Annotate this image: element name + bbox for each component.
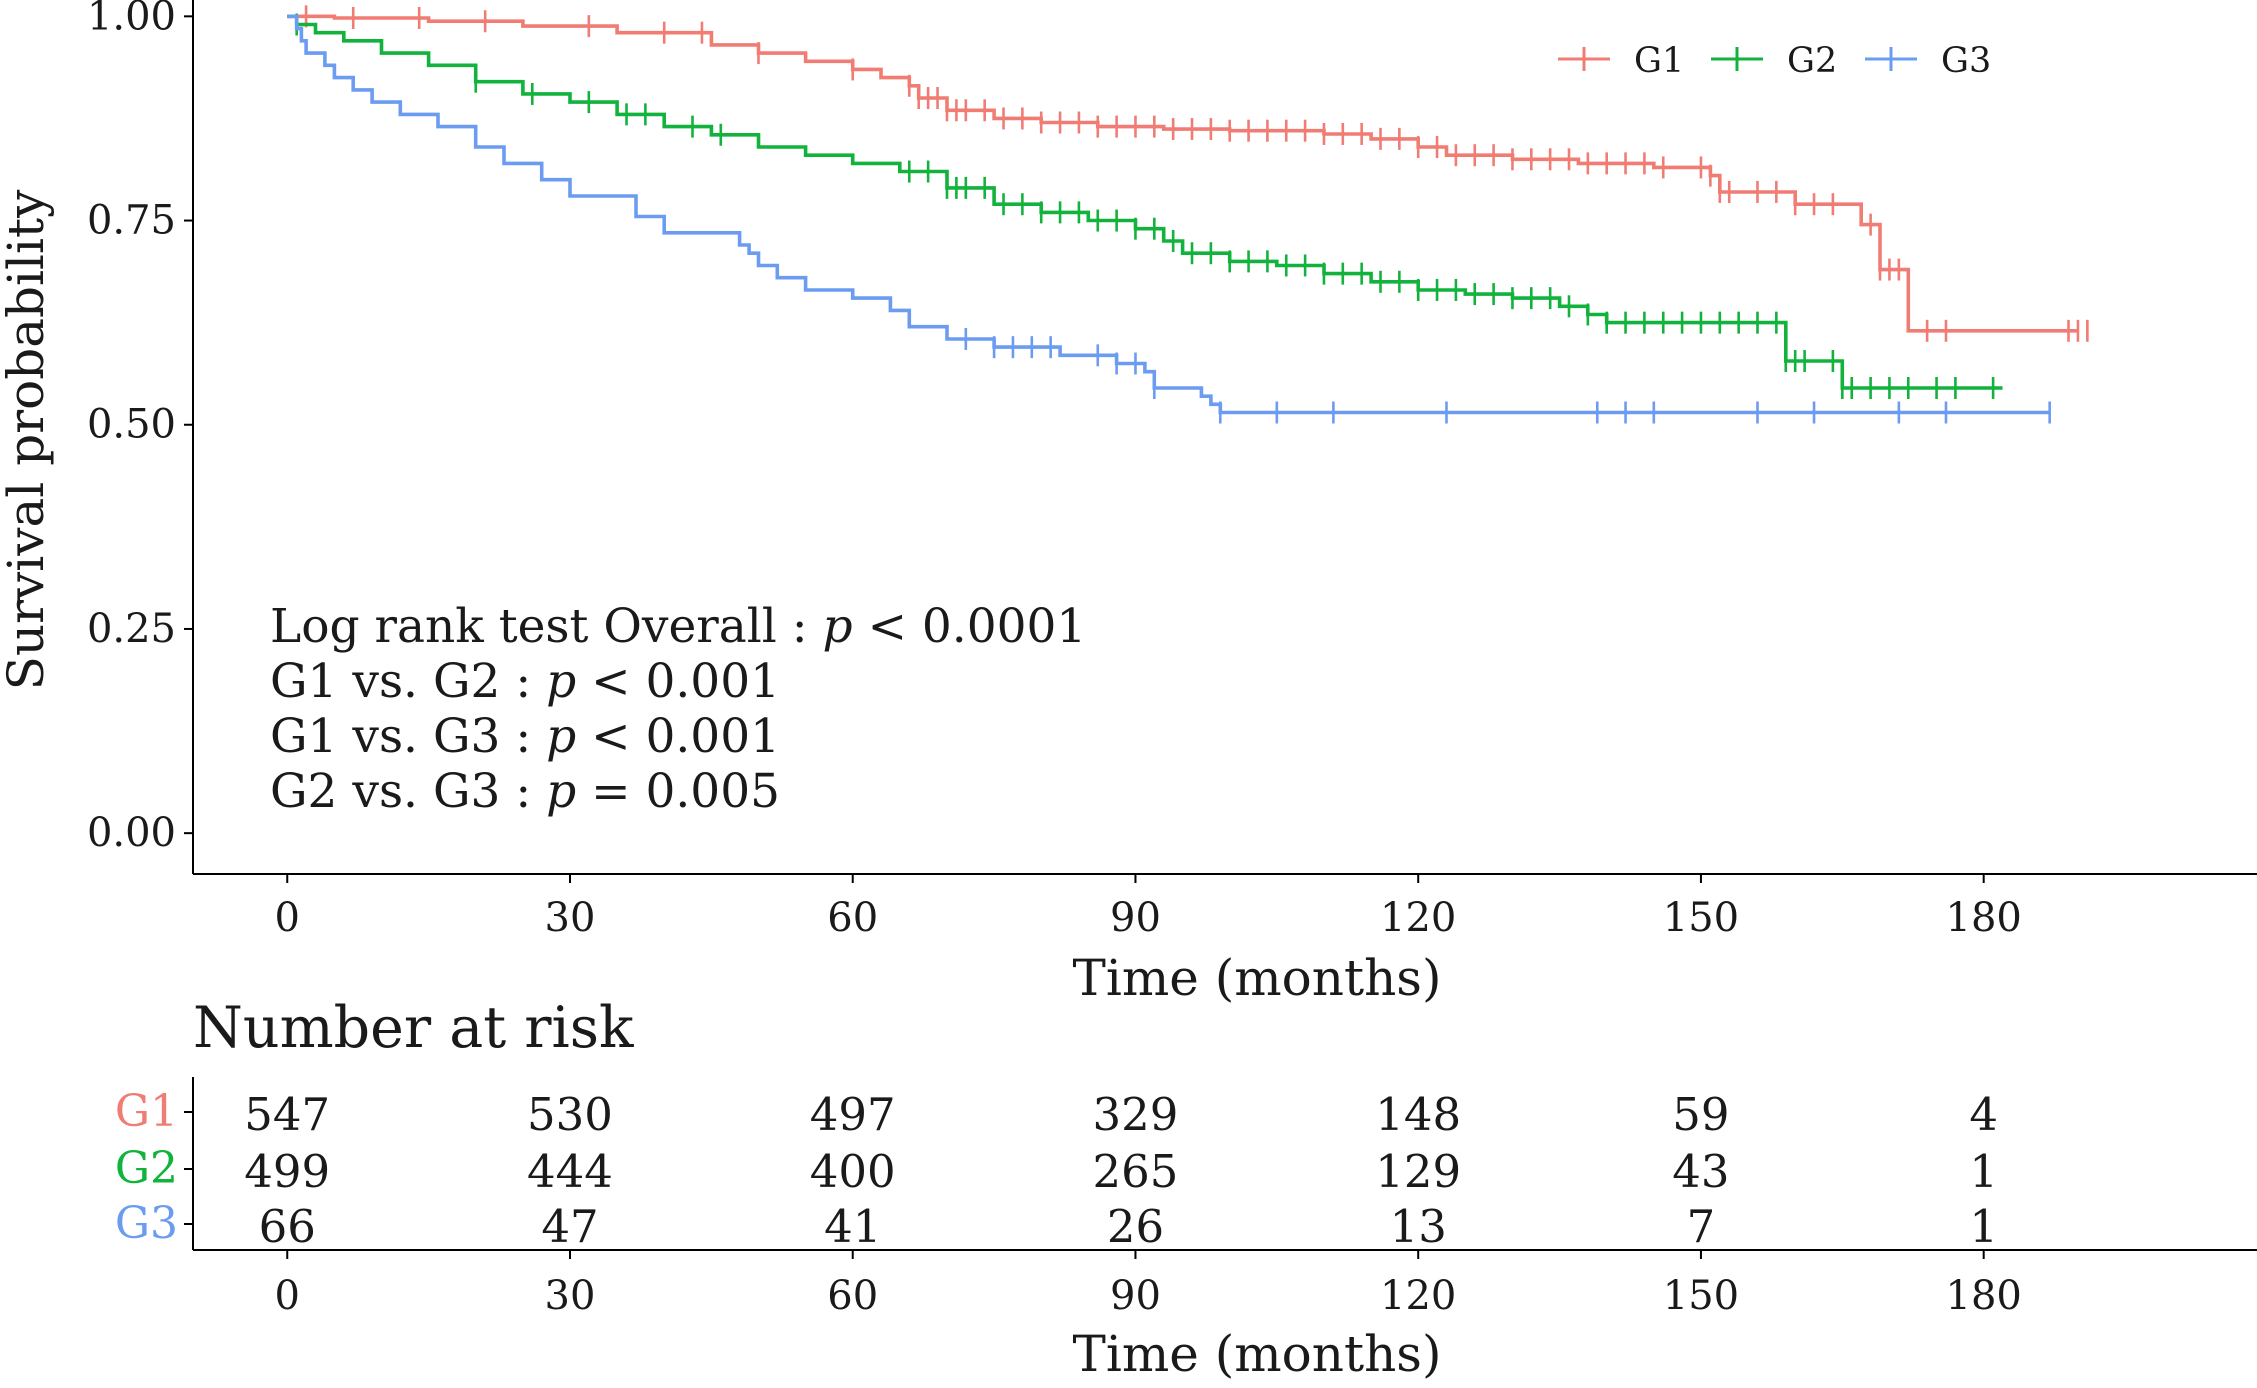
survival-curve-g2 [287, 14, 2003, 390]
legend-label-g2: G2 [1787, 41, 1837, 81]
risk-label-g1: G1 [115, 1086, 178, 1137]
annotation-overall-p: p [823, 599, 853, 654]
censor-marks-g3 [964, 327, 2051, 424]
censor-marks-g2 [295, 13, 1995, 399]
legend-label-g1: G1 [1634, 41, 1684, 81]
x-axis-ticks: 0 30 60 90 120 150 180 [275, 874, 2022, 941]
annotation-g1-vs-g2: G1 vs. G2 : p < 0.001 [270, 654, 780, 709]
x-tick-label: 120 [1380, 895, 1456, 941]
risk-value-g1: 4 [1969, 1088, 1998, 1141]
annotation-g2-vs-g3-p: p [546, 764, 576, 819]
legend-item-g2: G2 [1711, 41, 1837, 81]
annotation-overall-value: < 0.0001 [853, 599, 1087, 654]
annotation-g1-vs-g3-prefix: G1 vs. G3 : [270, 709, 546, 764]
y-tick-label: 0.75 [87, 198, 176, 244]
annotation-overall-prefix: Log rank test Overall : [270, 599, 823, 654]
risk-value-g2: 499 [244, 1145, 330, 1198]
risk-value-g3: 47 [541, 1200, 598, 1253]
risk-value-g3: 1 [1969, 1200, 1998, 1253]
risk-value-g1: 497 [810, 1088, 896, 1141]
risk-value-g2: 444 [527, 1145, 613, 1198]
x-tick-label: 60 [827, 895, 878, 941]
risk-x-tick-label: 150 [1663, 1273, 1739, 1319]
annotation-g1-vs-g3-value: < 0.001 [576, 709, 780, 764]
legend-item-g1: G1 [1558, 41, 1684, 81]
risk-x-axis-title: Time (months) [1073, 1325, 1442, 1383]
risk-value-g1: 530 [527, 1088, 613, 1141]
annotation-overall: Log rank test Overall : p < 0.0001 [270, 599, 1086, 654]
legend: G1 G2 G3 [1558, 41, 1991, 81]
risk-value-g1: 59 [1672, 1088, 1729, 1141]
risk-value-g3: 13 [1390, 1200, 1447, 1253]
plot-panel: Survival probability 0.00 0.25 0.50 0.75 1.0… [0, 0, 2257, 1007]
risk-value-g1: 148 [1375, 1088, 1461, 1141]
annotation-g1-vs-g3-p: p [546, 709, 576, 764]
x-tick-label: 150 [1663, 895, 1739, 941]
x-tick-label: 30 [545, 895, 596, 941]
legend-label-g3: G3 [1941, 41, 1991, 81]
risk-value-g3: 66 [259, 1200, 316, 1253]
risk-x-tick-label: 30 [545, 1273, 596, 1319]
x-tick-label: 0 [275, 895, 300, 941]
risk-value-g2: 43 [1672, 1145, 1729, 1198]
risk-x-tick-label: 180 [1946, 1273, 2022, 1319]
annotation-g1-vs-g2-p: p [546, 654, 576, 709]
survival-curves [287, 5, 2089, 424]
legend-item-g3: G3 [1865, 41, 1991, 81]
y-axis-title: Survival probability [0, 189, 55, 690]
risk-values: 547 530 497 329 148 59 4 499 444 400 265 129 43 1 66 47… [244, 1088, 1998, 1253]
risk-value-g2: 400 [810, 1145, 896, 1198]
risk-value-g2: 1 [1969, 1145, 1998, 1198]
risk-value-g1: 547 [244, 1088, 330, 1141]
risk-value-g1: 329 [1093, 1088, 1179, 1141]
risk-value-g3: 26 [1107, 1200, 1164, 1253]
survival-curve-g3 [287, 14, 2050, 415]
y-tick-label: 0.25 [87, 606, 176, 652]
risk-value-g3: 7 [1687, 1200, 1716, 1253]
risk-table-title: Number at risk [193, 995, 634, 1061]
y-tick-label: 0.00 [87, 810, 176, 856]
risk-value-g2: 129 [1375, 1145, 1461, 1198]
x-tick-label: 180 [1946, 895, 2022, 941]
risk-value-g3: 41 [824, 1200, 881, 1253]
risk-x-tick-label: 0 [275, 1273, 300, 1319]
risk-x-tick-label: 120 [1380, 1273, 1456, 1319]
y-axis-ticks: 0.00 0.25 0.50 0.75 1.00 [87, 0, 193, 856]
x-axis-title: Time (months) [1073, 949, 1442, 1007]
annotation-g2-vs-g3-value: = 0.005 [576, 764, 780, 819]
x-tick-label: 90 [1110, 895, 1161, 941]
risk-value-g2: 265 [1093, 1145, 1179, 1198]
y-tick-label: 1.00 [87, 0, 176, 39]
annotation-g1-vs-g3: G1 vs. G3 : p < 0.001 [270, 709, 780, 764]
risk-x-axis-ticks: 0 30 60 90 120 150 180 [275, 1250, 2022, 1319]
log-rank-annotation: Log rank test Overall : p < 0.0001 G1 vs… [270, 599, 1086, 819]
y-tick-label: 0.50 [87, 402, 176, 448]
risk-label-g3: G3 [115, 1198, 178, 1249]
annotation-g2-vs-g3-prefix: G2 vs. G3 : [270, 764, 546, 819]
risk-x-tick-label: 90 [1110, 1273, 1161, 1319]
annotation-g2-vs-g3: G2 vs. G3 : p = 0.005 [270, 764, 780, 819]
risk-x-tick-label: 60 [827, 1273, 878, 1319]
annotation-g1-vs-g2-prefix: G1 vs. G2 : [270, 654, 546, 709]
risk-label-g2: G2 [115, 1143, 178, 1194]
annotation-g1-vs-g2-value: < 0.001 [576, 654, 780, 709]
